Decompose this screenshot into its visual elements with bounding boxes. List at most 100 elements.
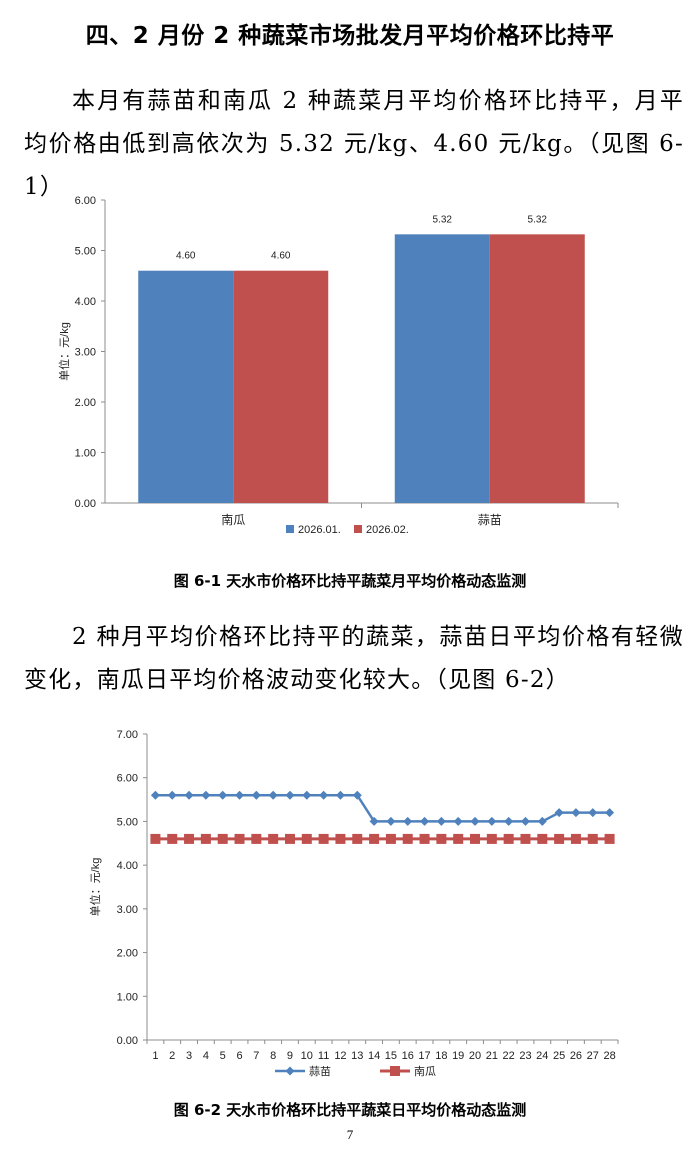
data-point <box>470 833 481 844</box>
section-heading: 四、2 月份 2 种蔬菜市场批发月平均价格环比持平 <box>85 23 615 49</box>
figure-6-2-caption: 图 6-2 天水市价格环比持平蔬菜日平均价格动态监测 <box>173 1101 527 1119</box>
data-point <box>167 833 178 844</box>
data-point <box>318 833 329 844</box>
legend-marker <box>390 1066 400 1076</box>
x-tick-label: 21 <box>486 1050 498 1062</box>
y-tick-label: 6.00 <box>75 195 96 207</box>
x-tick-label: 22 <box>503 1050 515 1062</box>
legend-label: 2026.02. <box>366 524 409 536</box>
data-point <box>453 833 464 844</box>
data-point <box>520 816 530 826</box>
data-point <box>453 816 463 826</box>
bar-value-label: 5.32 <box>433 214 453 225</box>
data-point <box>268 833 279 844</box>
x-tick-label: 7 <box>253 1050 259 1062</box>
legend-swatch <box>354 525 362 533</box>
data-point <box>436 833 447 844</box>
x-category-label: 南瓜 <box>221 512 245 527</box>
y-tick-label: 7.00 <box>117 729 138 741</box>
data-point <box>420 816 430 826</box>
data-point <box>588 808 598 818</box>
y-tick-label: 0.00 <box>75 498 96 510</box>
data-point <box>369 833 380 844</box>
bar <box>489 234 585 503</box>
data-point <box>200 833 211 844</box>
y-tick-label: 1.00 <box>75 448 96 460</box>
legend-label: 南瓜 <box>414 1065 436 1078</box>
y-tick-label: 4.00 <box>117 860 138 872</box>
data-point <box>251 790 261 800</box>
x-tick-label: 23 <box>519 1050 531 1062</box>
x-tick-label: 10 <box>301 1050 313 1062</box>
data-point <box>605 808 615 818</box>
data-point <box>319 790 329 800</box>
data-point <box>369 816 379 826</box>
data-point <box>520 833 531 844</box>
x-tick-label: 2 <box>169 1050 175 1062</box>
x-tick-label: 20 <box>469 1050 481 1062</box>
legend-label: 蒜苗 <box>309 1065 331 1078</box>
x-tick-label: 19 <box>452 1050 464 1062</box>
x-tick-label: 6 <box>236 1050 242 1062</box>
x-tick-label: 27 <box>587 1050 599 1062</box>
data-point <box>504 816 514 826</box>
data-point <box>284 833 295 844</box>
data-point <box>201 790 211 800</box>
paragraph-2: 2 种月平均价格环比持平的蔬菜，蒜苗日平均价格有轻微变化，南瓜日平均价格波动变化… <box>24 624 684 693</box>
data-point <box>251 833 262 844</box>
x-tick-label: 28 <box>603 1050 615 1062</box>
data-point <box>335 790 345 800</box>
y-tick-label: 4.00 <box>75 296 96 308</box>
bar-value-label: 4.60 <box>176 251 196 262</box>
data-point <box>419 833 430 844</box>
data-point <box>218 790 228 800</box>
data-point <box>470 816 480 826</box>
data-point <box>436 816 446 826</box>
bar <box>233 270 329 503</box>
data-point <box>537 833 548 844</box>
data-point <box>184 790 194 800</box>
x-tick-label: 17 <box>418 1050 430 1062</box>
y-tick-label: 5.00 <box>75 246 96 258</box>
y-tick-label: 1.00 <box>117 991 138 1003</box>
x-tick-label: 13 <box>351 1050 363 1062</box>
data-point <box>301 833 312 844</box>
x-tick-label: 1 <box>152 1050 158 1062</box>
x-tick-label: 15 <box>385 1050 397 1062</box>
data-point <box>486 833 497 844</box>
data-point <box>487 816 497 826</box>
data-point <box>554 833 565 844</box>
x-tick-label: 9 <box>287 1050 293 1062</box>
y-tick-label: 0.00 <box>117 1035 138 1047</box>
x-tick-label: 3 <box>186 1050 192 1062</box>
data-point <box>235 790 245 800</box>
legend-marker <box>285 1066 295 1076</box>
data-point <box>302 790 312 800</box>
data-point <box>386 816 396 826</box>
paragraph-1: 本月有蒜苗和南瓜 2 种蔬菜月平均价格环比持平，月平均价格由低到高依次为 5.3… <box>24 88 684 200</box>
data-point <box>537 816 547 826</box>
legend-swatch <box>286 525 294 533</box>
data-point <box>503 833 514 844</box>
data-point <box>554 808 564 818</box>
y-tick-label: 3.00 <box>117 904 138 916</box>
bar <box>394 234 490 503</box>
data-point <box>150 790 160 800</box>
data-point <box>268 790 278 800</box>
data-point <box>587 833 598 844</box>
x-tick-label: 26 <box>570 1050 582 1062</box>
data-point <box>150 833 161 844</box>
series-line <box>155 793 610 823</box>
x-tick-label: 5 <box>220 1050 226 1062</box>
data-point <box>335 833 346 844</box>
page-number: 7 <box>346 1127 354 1142</box>
y-tick-label: 2.00 <box>117 948 138 960</box>
x-tick-label: 8 <box>270 1050 276 1062</box>
x-tick-label: 18 <box>435 1050 447 1062</box>
data-point <box>285 790 295 800</box>
bar-value-label: 4.60 <box>271 251 291 262</box>
x-tick-label: 25 <box>553 1050 565 1062</box>
figure-6-1-caption: 图 6-1 天水市价格环比持平蔬菜月平均价格动态监测 <box>173 572 527 590</box>
x-category-label: 蒜苗 <box>478 513 502 527</box>
x-tick-label: 12 <box>334 1050 346 1062</box>
